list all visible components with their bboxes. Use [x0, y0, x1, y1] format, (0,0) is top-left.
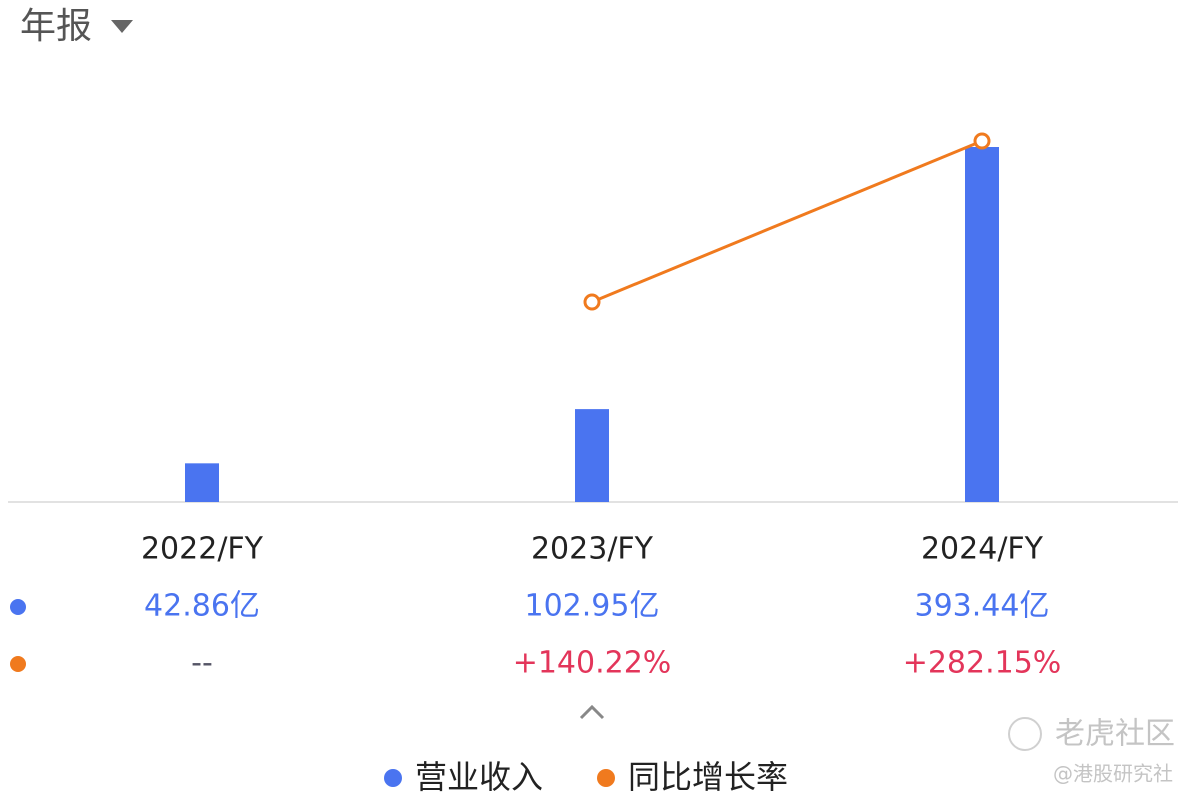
x-tick-label: 2022/FY: [141, 532, 264, 567]
x-tick-label: 2023/FY: [531, 532, 654, 567]
legend-marker: [597, 769, 615, 787]
row-marker: [10, 656, 26, 672]
watermark-author: @港股研究社: [1053, 762, 1173, 786]
x-tick-label: 2024/FY: [921, 532, 1044, 567]
value-label: 42.86亿: [144, 589, 260, 624]
value-label: 393.44亿: [915, 589, 1050, 624]
watermark-icon: [1008, 717, 1042, 751]
collapse-toggle[interactable]: [579, 704, 605, 720]
bar: [575, 409, 609, 502]
bar: [185, 463, 219, 502]
bar: [965, 147, 999, 502]
value-label: 102.95亿: [525, 589, 660, 624]
line-marker: [583, 293, 601, 311]
legend-label: 同比增长率: [628, 758, 788, 796]
row-marker: [10, 599, 26, 615]
period-selector[interactable]: 年报: [20, 6, 92, 47]
value-label: +140.22%: [513, 646, 672, 681]
legend-marker: [384, 769, 402, 787]
legend-label: 营业收入: [415, 758, 543, 796]
watermark-site: 老虎社区: [1055, 717, 1175, 752]
value-label: --: [191, 646, 213, 681]
line: [591, 139, 983, 304]
dropdown-arrow[interactable]: [111, 20, 133, 33]
value-label: +282.15%: [903, 646, 1062, 681]
line-marker: [973, 132, 991, 150]
